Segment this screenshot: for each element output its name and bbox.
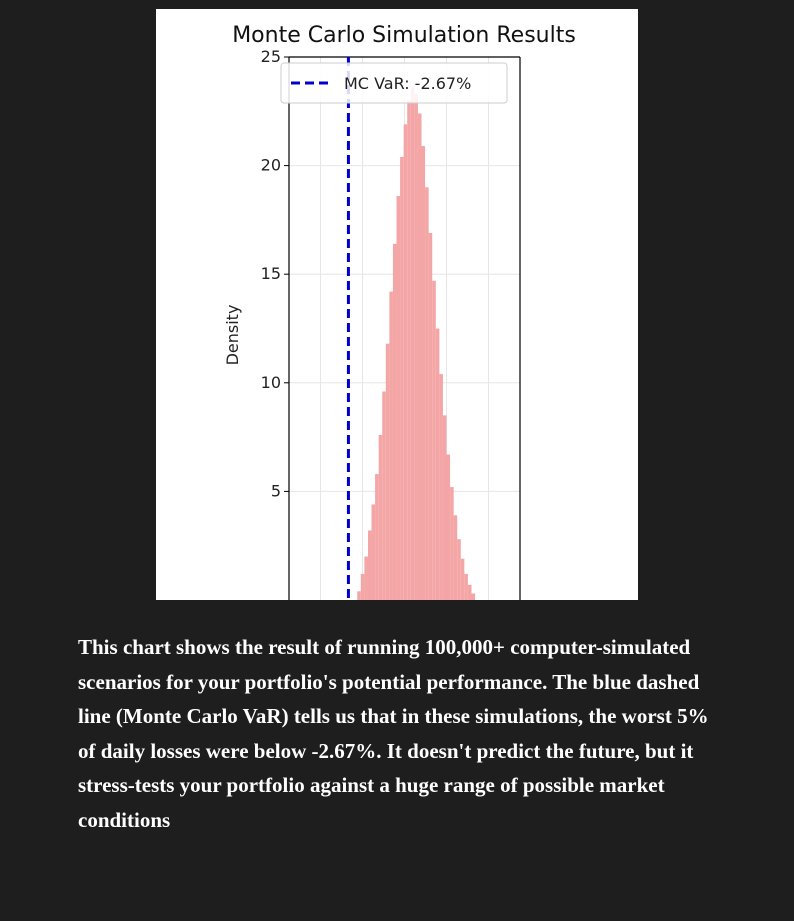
legend-box: [280, 62, 508, 104]
histogram-bar: [410, 87, 415, 600]
histogram-bar: [407, 100, 411, 600]
histogram-bar: [425, 187, 429, 600]
y-axis-ticks: 5 10 15 20 25: [261, 47, 289, 500]
histogram-bar: [371, 504, 376, 600]
legend-var-label: MC VaR: -2.67%: [344, 74, 471, 93]
histogram-bar: [467, 584, 472, 600]
histogram-bar: [396, 196, 401, 600]
histogram-bar: [392, 243, 397, 600]
y-tick-label: 25: [261, 47, 281, 66]
histogram-bar: [400, 156, 404, 600]
monte-carlo-histogram: Monte Carlo Simulation Results Density 5…: [223, 23, 576, 600]
histogram-bar: [364, 556, 368, 600]
histogram-bar: [378, 434, 383, 600]
histogram-bar: [439, 374, 443, 600]
y-tick-label: 15: [261, 264, 281, 283]
histogram-bar: [403, 124, 408, 600]
histogram-bar: [375, 474, 379, 600]
histogram-bar: [453, 515, 458, 600]
chart-card: Monte Carlo Simulation Results Density 5…: [156, 9, 638, 600]
histogram-bars: [357, 87, 476, 600]
histogram-bar: [385, 343, 390, 600]
histogram-bar: [435, 328, 440, 600]
histogram-bar: [367, 530, 372, 600]
histogram-bar: [417, 113, 422, 600]
chart-title: Monte Carlo Simulation Results: [232, 23, 576, 48]
histogram-bar: [360, 573, 365, 600]
histogram-bar: [389, 291, 393, 600]
axes: [288, 56, 521, 600]
histogram-bar: [428, 232, 433, 600]
y-tick-label: 10: [261, 373, 281, 392]
y-tick-label: 20: [261, 156, 281, 175]
histogram-bar: [471, 593, 476, 600]
histogram-bar: [446, 454, 451, 600]
histogram-bar: [464, 573, 468, 600]
histogram-bar: [457, 539, 461, 600]
histogram-bar: [450, 487, 454, 600]
histogram-bar: [414, 93, 418, 600]
histogram-bar: [421, 146, 426, 600]
legend: MC VaR: -2.67%: [280, 62, 508, 104]
y-tick-label: 5: [271, 481, 281, 500]
histogram-bar: [442, 415, 447, 600]
histogram-bar: [357, 591, 361, 600]
y-axis-label: Density: [223, 305, 242, 366]
chart-explanation-text: This chart shows the result of running 1…: [78, 635, 709, 832]
histogram-bar: [460, 558, 465, 600]
histogram-bar: [382, 391, 386, 600]
histogram-bar: [432, 280, 436, 600]
